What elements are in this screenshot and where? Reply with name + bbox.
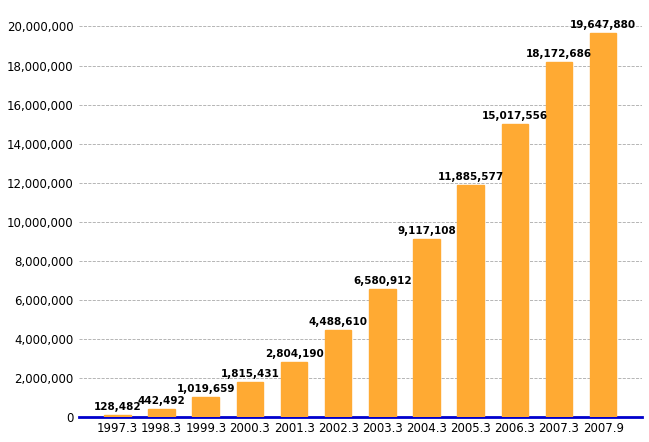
Text: 11,885,577: 11,885,577 [437, 172, 504, 182]
Bar [104, 415, 130, 417]
Text: 9,117,108: 9,117,108 [397, 226, 456, 236]
Bar [502, 124, 528, 417]
Text: 6,580,912: 6,580,912 [353, 276, 411, 286]
Bar [590, 33, 617, 417]
Bar [149, 408, 175, 417]
Bar [369, 289, 396, 417]
Text: 128,482: 128,482 [93, 402, 141, 412]
Bar [413, 239, 440, 417]
Bar [458, 185, 484, 417]
Text: 4,488,610: 4,488,610 [309, 316, 368, 327]
Bar [546, 62, 572, 417]
Text: 15,017,556: 15,017,556 [482, 111, 548, 121]
Text: 1,815,431: 1,815,431 [221, 369, 279, 379]
Text: 1,019,659: 1,019,659 [177, 385, 235, 394]
Text: 442,492: 442,492 [138, 396, 186, 406]
Text: 18,172,686: 18,172,686 [526, 49, 592, 59]
Text: 19,647,880: 19,647,880 [570, 20, 636, 30]
Bar [325, 329, 352, 417]
Text: 2,804,190: 2,804,190 [265, 350, 323, 359]
Bar [193, 397, 219, 417]
Bar [281, 362, 308, 417]
Bar [237, 382, 263, 417]
